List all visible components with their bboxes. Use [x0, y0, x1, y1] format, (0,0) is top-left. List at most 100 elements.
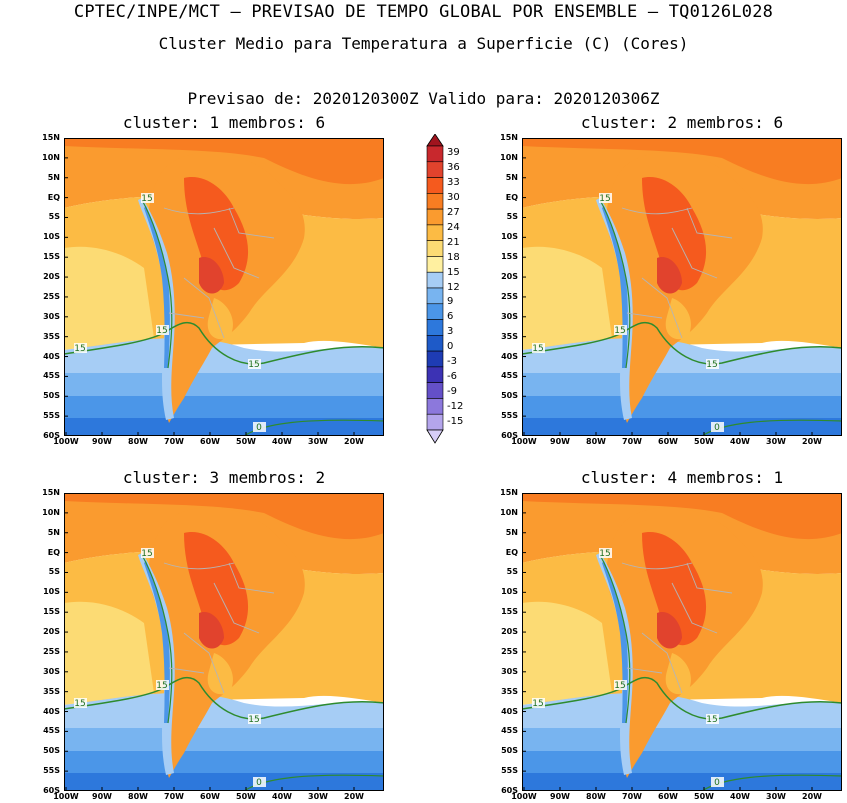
lat-label: 30S — [501, 311, 518, 321]
contour-label-15-east: 15 — [248, 714, 261, 725]
lat-label: 25S — [501, 291, 518, 301]
cluster-2-map: 15 15 15 15 0 15N 10N 5N EQ 5S 10S 15S 20S 25S 30S 35S 4… — [500, 133, 842, 446]
colorbar-label: 6 — [447, 311, 454, 323]
lat-label: 15N — [42, 133, 60, 142]
temperature-band-4 — [522, 692, 842, 733]
lon-label: 30W — [766, 437, 786, 446]
lon-label: 60W — [200, 437, 220, 446]
hot-core — [199, 257, 224, 294]
temperature-band-3 — [64, 138, 384, 185]
contour-0 — [701, 419, 842, 436]
lat-label: 20S — [501, 627, 518, 637]
temperature-band-7 — [522, 773, 842, 791]
hot-core — [657, 257, 682, 294]
lon-label: 70W — [622, 437, 642, 446]
svg-text:0: 0 — [714, 423, 720, 433]
colorbar-swatch — [426, 224, 444, 241]
contour-15-andes — [141, 554, 173, 724]
temperature-band-7 — [64, 773, 384, 791]
border-line-4 — [228, 562, 275, 594]
contour-label-15-west: 15 — [532, 698, 545, 709]
contour-0 — [243, 774, 384, 791]
lat-label: 10N — [500, 507, 518, 517]
lat-label: 5N — [505, 527, 518, 537]
svg-text:15: 15 — [248, 715, 259, 725]
contour-0 — [243, 419, 384, 436]
border-line-1 — [671, 582, 718, 634]
lat-label: 35S — [43, 686, 60, 696]
lat-label: 45S — [43, 726, 60, 736]
temperature-band-2 — [522, 601, 612, 705]
svg-text:0: 0 — [256, 423, 262, 433]
temperature-band-6 — [64, 396, 384, 422]
lat-label: 30S — [43, 666, 60, 676]
temperature-band-5 — [522, 728, 842, 755]
colorbar-label: 39 — [447, 147, 460, 158]
svg-text:15: 15 — [614, 681, 625, 691]
colorbar-swatches — [426, 134, 444, 444]
lat-label: 60S — [43, 786, 60, 795]
colorbar-label: 27 — [447, 206, 460, 218]
svg-text:15: 15 — [599, 194, 610, 204]
lon-label: 40W — [730, 792, 750, 801]
colorbar-min-arrow — [426, 429, 444, 444]
lat-label: 20S — [43, 627, 60, 637]
hot-interior — [184, 177, 249, 291]
colorbar-label: 36 — [447, 161, 460, 173]
andes-peak-zone — [602, 206, 628, 368]
lat-label: 45S — [501, 726, 518, 736]
temperature-band-5 — [522, 373, 842, 400]
contour-label-15-west: 15 — [74, 698, 87, 709]
map-frame — [64, 138, 384, 436]
contour-0 — [701, 774, 842, 791]
contour-15-andes — [141, 199, 173, 369]
colorbar-swatch — [426, 208, 444, 226]
lat-label: 10S — [43, 587, 60, 597]
map-frame — [522, 493, 842, 791]
svg-text:15: 15 — [599, 549, 610, 559]
andes-peak-zone — [144, 561, 170, 723]
contour-15-andes — [599, 554, 631, 724]
contour-label-15-andes: 15 — [156, 680, 169, 691]
temperature-band-6 — [522, 751, 842, 777]
temperature-band-3 — [522, 138, 842, 185]
colorbar-label: 0 — [447, 341, 454, 353]
lat-label: 40S — [501, 351, 518, 361]
lat-label: EQ — [505, 547, 518, 557]
temperature-field: 15 15 15 15 0 — [64, 493, 384, 791]
colorbar-swatch — [426, 256, 444, 273]
lat-label: 5N — [47, 172, 60, 182]
svg-text:15: 15 — [141, 549, 152, 559]
lon-label: 80W — [128, 437, 148, 446]
lon-label: 60W — [658, 792, 678, 801]
map-frame — [64, 493, 384, 791]
lat-label: 35S — [501, 686, 518, 696]
hot-core — [657, 612, 682, 649]
contour-label-15-west: 15 — [74, 343, 87, 354]
lon-label: 70W — [622, 792, 642, 801]
lon-label: 20W — [802, 437, 822, 446]
lon-label: 90W — [550, 792, 570, 801]
svg-text:15: 15 — [706, 360, 717, 370]
temperature-field: 15 15 15 15 0 — [522, 138, 842, 436]
lon-label: 70W — [164, 792, 184, 801]
lon-label: 20W — [344, 437, 364, 446]
contour-label-0: 0 — [711, 422, 724, 433]
border-line-0 — [621, 562, 693, 570]
lon-label: 90W — [92, 792, 112, 801]
lat-label: 15S — [501, 252, 518, 262]
contour-label-0: 0 — [711, 777, 724, 788]
lat-label: 60S — [501, 786, 518, 795]
lat-label: 10N — [42, 507, 60, 517]
contour-label-0: 0 — [253, 777, 266, 788]
colorbar-label: 33 — [447, 176, 460, 188]
colorbar-label: 21 — [447, 236, 460, 248]
border-line-3 — [626, 312, 663, 319]
cluster-4-map: 15 15 15 15 0 15N 10N 5N EQ 5S 10S 15S 20S 25S 30S 35S 4… — [500, 488, 842, 801]
lat-label: 25S — [43, 646, 60, 656]
lat-label: 50S — [501, 391, 518, 401]
colorbar-swatch — [426, 287, 444, 305]
lat-label: 40S — [43, 351, 60, 361]
lat-label: 60S — [43, 431, 60, 440]
lat-label: 10N — [42, 152, 60, 162]
